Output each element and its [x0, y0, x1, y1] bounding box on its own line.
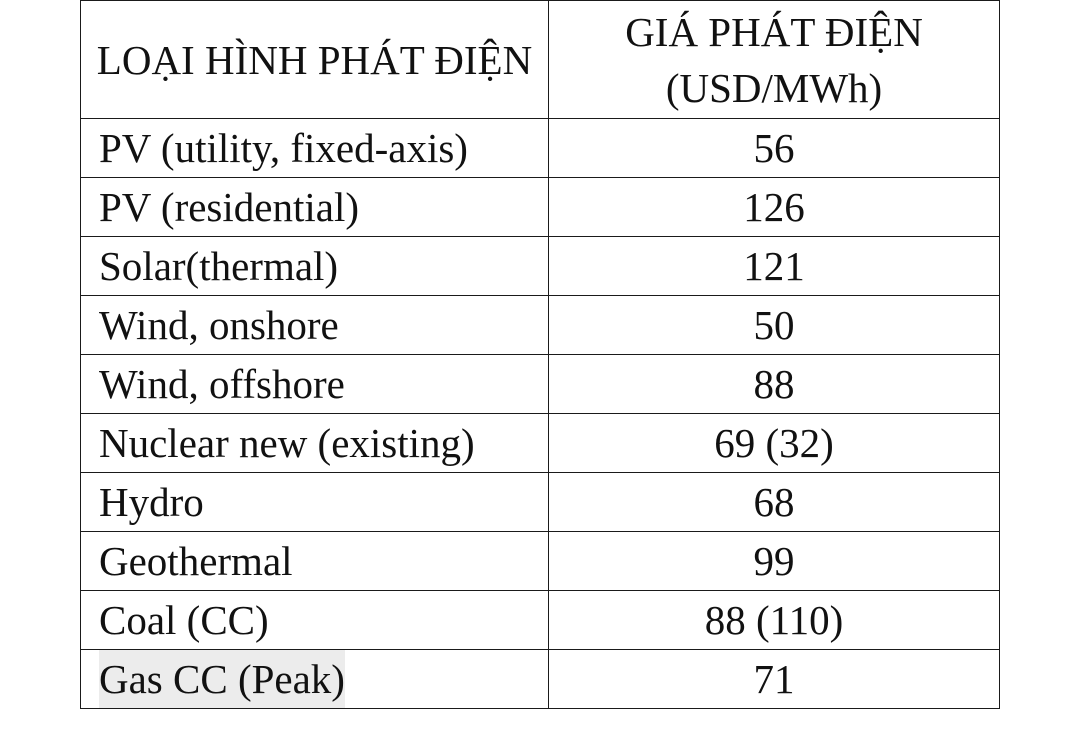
highlighted-text: Gas CC (Peak): [99, 650, 345, 708]
table-header: LOẠI HÌNH PHÁT ĐIỆN GIÁ PHÁT ĐIỆN (USD/M…: [80, 0, 1000, 119]
generation-type-cell: Hydro: [80, 472, 549, 532]
electricity-cost-table: LOẠI HÌNH PHÁT ĐIỆN GIÁ PHÁT ĐIỆN (USD/M…: [80, 0, 1000, 709]
generation-price-cell: 71: [548, 649, 1000, 709]
generation-type-cell: Nuclear new (existing): [80, 413, 549, 473]
table-row: Wind, onshore 50: [80, 295, 1000, 355]
generation-price-cell: 69 (32): [548, 413, 1000, 473]
generation-type-cell: PV (residential): [80, 177, 549, 237]
header-generation-type: LOẠI HÌNH PHÁT ĐIỆN: [80, 0, 549, 119]
generation-price-cell: 99: [548, 531, 1000, 591]
generation-type-cell: Wind, offshore: [80, 354, 549, 414]
generation-price-cell: 68: [548, 472, 1000, 532]
generation-type-cell-highlighted: Gas CC (Peak): [80, 649, 549, 709]
generation-price-cell: 56: [548, 118, 1000, 178]
generation-type-cell: Solar(thermal): [80, 236, 549, 296]
generation-price-cell: 50: [548, 295, 1000, 355]
table-row: Coal (CC) 88 (110): [80, 590, 1000, 650]
table-row: Gas CC (Peak) 71: [80, 649, 1000, 709]
table-row: PV (utility, fixed-axis) 56: [80, 118, 1000, 178]
table-row: Geothermal 99: [80, 531, 1000, 591]
table-row: PV (residential) 126: [80, 177, 1000, 237]
generation-price-cell: 121: [548, 236, 1000, 296]
generation-type-cell: Wind, onshore: [80, 295, 549, 355]
header-generation-price: GIÁ PHÁT ĐIỆN (USD/MWh): [548, 0, 1000, 119]
generation-type-cell: Coal (CC): [80, 590, 549, 650]
table-row: Solar(thermal) 121: [80, 236, 1000, 296]
generation-type-cell: PV (utility, fixed-axis): [80, 118, 549, 178]
table-row: Wind, offshore 88: [80, 354, 1000, 414]
table-body: PV (utility, fixed-axis) 56 PV (resident…: [80, 118, 1000, 709]
header-row: LOẠI HÌNH PHÁT ĐIỆN GIÁ PHÁT ĐIỆN (USD/M…: [80, 0, 1000, 119]
generation-type-cell: Geothermal: [80, 531, 549, 591]
generation-price-cell: 88: [548, 354, 1000, 414]
generation-price-cell: 126: [548, 177, 1000, 237]
generation-price-cell: 88 (110): [548, 590, 1000, 650]
table-row: Nuclear new (existing) 69 (32): [80, 413, 1000, 473]
table-row: Hydro 68: [80, 472, 1000, 532]
